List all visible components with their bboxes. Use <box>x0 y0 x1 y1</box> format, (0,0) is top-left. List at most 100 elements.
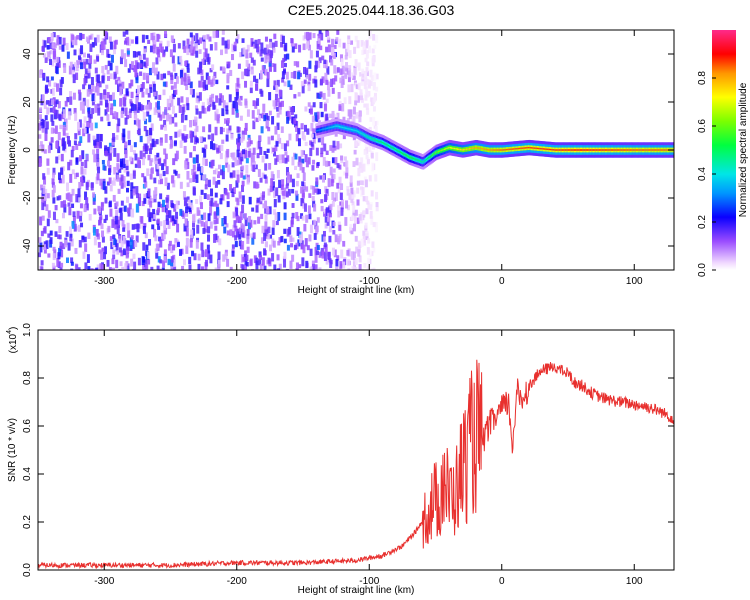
heatmap-cell <box>143 223 147 228</box>
heatmap-cell <box>253 181 257 189</box>
heatmap-cell <box>344 54 348 60</box>
heatmap-cell <box>174 238 178 243</box>
heatmap-cell <box>348 111 352 120</box>
heatmap-cell <box>269 185 273 193</box>
heatmap-cell <box>236 198 240 206</box>
heatmap-cell <box>244 98 248 106</box>
heatmap-cell <box>400 152 403 154</box>
heatmap-cell <box>284 151 288 156</box>
heatmap-cell <box>483 148 486 150</box>
heatmap-cell <box>278 154 282 161</box>
heatmap-cell <box>204 48 208 58</box>
heatmap-cell <box>38 237 42 243</box>
heatmap-cell <box>646 149 649 151</box>
heatmap-cell <box>346 127 349 130</box>
heatmap-cell <box>215 30 219 38</box>
heatmap-cell <box>232 170 236 178</box>
heatmap-cell <box>621 149 624 151</box>
heatmap-cell <box>260 57 264 62</box>
heatmap-cell <box>94 37 98 46</box>
heatmap-cell <box>566 149 569 151</box>
heatmap-cell <box>112 194 116 202</box>
heatmap-cell <box>375 73 379 80</box>
heatmap-cell <box>61 174 65 184</box>
heatmap-cell <box>142 112 146 121</box>
heatmap-cell <box>266 55 270 62</box>
heatmap-cell <box>232 45 236 51</box>
heatmap-cell <box>195 50 199 58</box>
heatmap-cell <box>306 31 310 41</box>
heatmap-cell <box>126 171 130 177</box>
heatmap-cell <box>82 251 86 259</box>
heatmap-cell <box>319 45 323 51</box>
heatmap-cell <box>658 149 661 151</box>
heatmap-cell <box>362 196 366 202</box>
heatmap-cell <box>461 149 464 151</box>
heatmap-cell <box>296 173 300 179</box>
heatmap-cell <box>242 47 246 55</box>
heatmap-cell <box>216 148 220 153</box>
heatmap-cell <box>263 150 267 156</box>
heatmap-cell <box>344 217 348 226</box>
heatmap-cell <box>272 100 276 107</box>
heatmap-cell <box>73 107 77 114</box>
heatmap-cell <box>115 135 119 140</box>
heatmap-cell <box>185 84 189 91</box>
heatmap-cell <box>392 147 395 149</box>
heatmap-cell <box>372 247 376 253</box>
heatmap-cell <box>139 150 143 160</box>
heatmap-cell <box>86 89 90 97</box>
heatmap-cell <box>198 217 202 224</box>
heatmap-cell <box>364 77 368 83</box>
heatmap-cell <box>351 215 355 221</box>
heatmap-cell <box>319 91 323 98</box>
heatmap-cell <box>39 245 43 253</box>
heatmap-cell <box>249 140 253 145</box>
heatmap-cell <box>61 212 65 219</box>
heatmap-cell <box>198 49 202 54</box>
heatmap-cell <box>40 230 44 237</box>
heatmap-cell <box>238 152 242 160</box>
heatmap-cell <box>663 149 666 151</box>
heatmap-cell <box>43 200 47 207</box>
heatmap-cell <box>207 76 211 85</box>
heatmap-cell <box>58 225 62 233</box>
heatmap-cell <box>44 127 48 134</box>
heatmap-cell <box>38 145 42 150</box>
heatmap-cell <box>165 166 169 175</box>
heatmap-cell <box>213 219 217 225</box>
heatmap-cell <box>162 89 166 96</box>
heatmap-cell <box>158 56 162 62</box>
heatmap-cell <box>311 195 315 202</box>
heatmap-cell <box>65 42 69 51</box>
heatmap-cell <box>291 156 295 166</box>
heatmap-cell <box>157 222 161 230</box>
heatmap-cell <box>226 258 230 267</box>
heatmap-cell <box>116 123 120 133</box>
heatmap-cell <box>87 84 91 92</box>
heatmap-cell <box>327 251 331 261</box>
heatmap-cell <box>289 84 293 90</box>
heatmap-cell <box>458 148 461 151</box>
heatmap-cell <box>297 71 301 80</box>
heatmap-cell <box>194 105 198 110</box>
heatmap-cell <box>373 96 377 103</box>
heatmap-cell <box>84 243 88 253</box>
heatmap-cell <box>257 115 261 121</box>
heatmap-cell <box>340 80 344 89</box>
heatmap-cell <box>79 57 83 65</box>
heatmap-cell <box>383 142 386 144</box>
heatmap-cell <box>120 250 124 257</box>
colorbar-gradient <box>712 30 736 270</box>
heatmap-cell <box>361 133 364 135</box>
heatmap-cell <box>575 149 578 151</box>
heatmap-cell <box>318 33 322 39</box>
heatmap-cell <box>628 149 631 151</box>
heatmap-cell <box>464 148 467 151</box>
heatmap-cell <box>435 151 438 154</box>
heatmap-cell <box>289 260 293 269</box>
heatmap-cell <box>427 157 430 160</box>
heatmap-cell <box>101 159 105 165</box>
heatmap-cell <box>257 140 261 149</box>
